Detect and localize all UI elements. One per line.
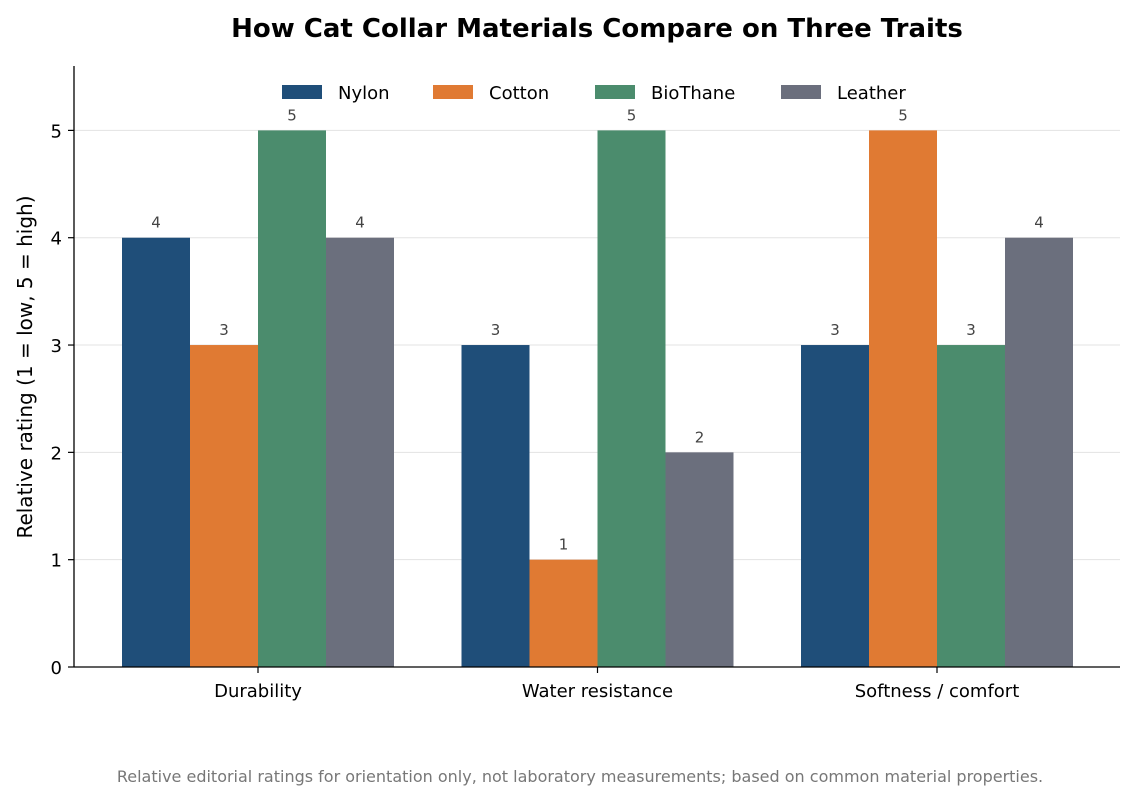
chart-caption: Relative editorial ratings for orientati… [117, 767, 1043, 786]
x-tick-label: Softness / comfort [855, 681, 1020, 702]
bar-value-label: 2 [695, 428, 705, 446]
chart-title: How Cat Collar Materials Compare on Thre… [231, 14, 963, 44]
legend-label-nylon: Nylon [338, 83, 390, 104]
y-axis-label: Relative rating (1 = low, 5 = high) [13, 195, 37, 538]
bar-cotton-0 [190, 345, 258, 667]
bars [122, 130, 1073, 668]
x-ticks: Durability Water resistance Softness / com… [214, 667, 1019, 702]
legend-label-cotton: Cotton [489, 83, 549, 104]
y-tick-label: 1 [51, 551, 62, 572]
x-tick-label: Water resistance [522, 681, 673, 702]
bar-leather-1 [665, 452, 734, 667]
bar-biothane-2 [937, 345, 1005, 667]
y-ticks: 0 1 2 3 4 5 [51, 121, 74, 679]
bar-value-label: 4 [355, 214, 365, 232]
bar-value-label: 1 [559, 536, 569, 554]
bar-nylon-1 [461, 345, 530, 667]
bar-value-label: 5 [898, 106, 908, 124]
legend-swatch-cotton [433, 85, 473, 99]
bar-cotton-1 [529, 559, 598, 667]
bar-nylon-2 [801, 345, 869, 667]
y-tick-label: 5 [51, 121, 62, 142]
bar-labels: 4 3 5 4 3 1 5 2 3 5 3 4 [151, 106, 1044, 553]
y-tick-label: 2 [51, 443, 62, 464]
bar-cotton-2 [869, 130, 937, 668]
bar-value-label: 3 [491, 321, 501, 339]
bar-biothane-0 [258, 130, 326, 668]
y-tick-label: 0 [51, 658, 62, 679]
bar-value-label: 3 [219, 321, 229, 339]
legend-label-leather: Leather [837, 83, 906, 104]
bar-value-label: 4 [151, 214, 161, 232]
bar-value-label: 3 [966, 321, 976, 339]
y-tick-label: 4 [51, 229, 62, 250]
y-tick-label: 3 [51, 336, 62, 357]
x-tick-label: Durability [214, 681, 302, 702]
legend: Nylon Cotton BioThane Leather [282, 83, 906, 104]
bar-value-label: 5 [287, 106, 297, 124]
bar-nylon-0 [122, 237, 190, 667]
legend-swatch-leather [781, 85, 821, 99]
bar-leather-0 [326, 237, 394, 667]
legend-swatch-nylon [282, 85, 322, 99]
bar-value-label: 4 [1034, 214, 1044, 232]
bar-leather-2 [1005, 237, 1073, 667]
legend-swatch-biothane [595, 85, 635, 99]
bar-value-label: 5 [627, 106, 637, 124]
bar-biothane-1 [597, 130, 666, 668]
legend-label-biothane: BioThane [651, 83, 735, 104]
bar-value-label: 3 [830, 321, 840, 339]
